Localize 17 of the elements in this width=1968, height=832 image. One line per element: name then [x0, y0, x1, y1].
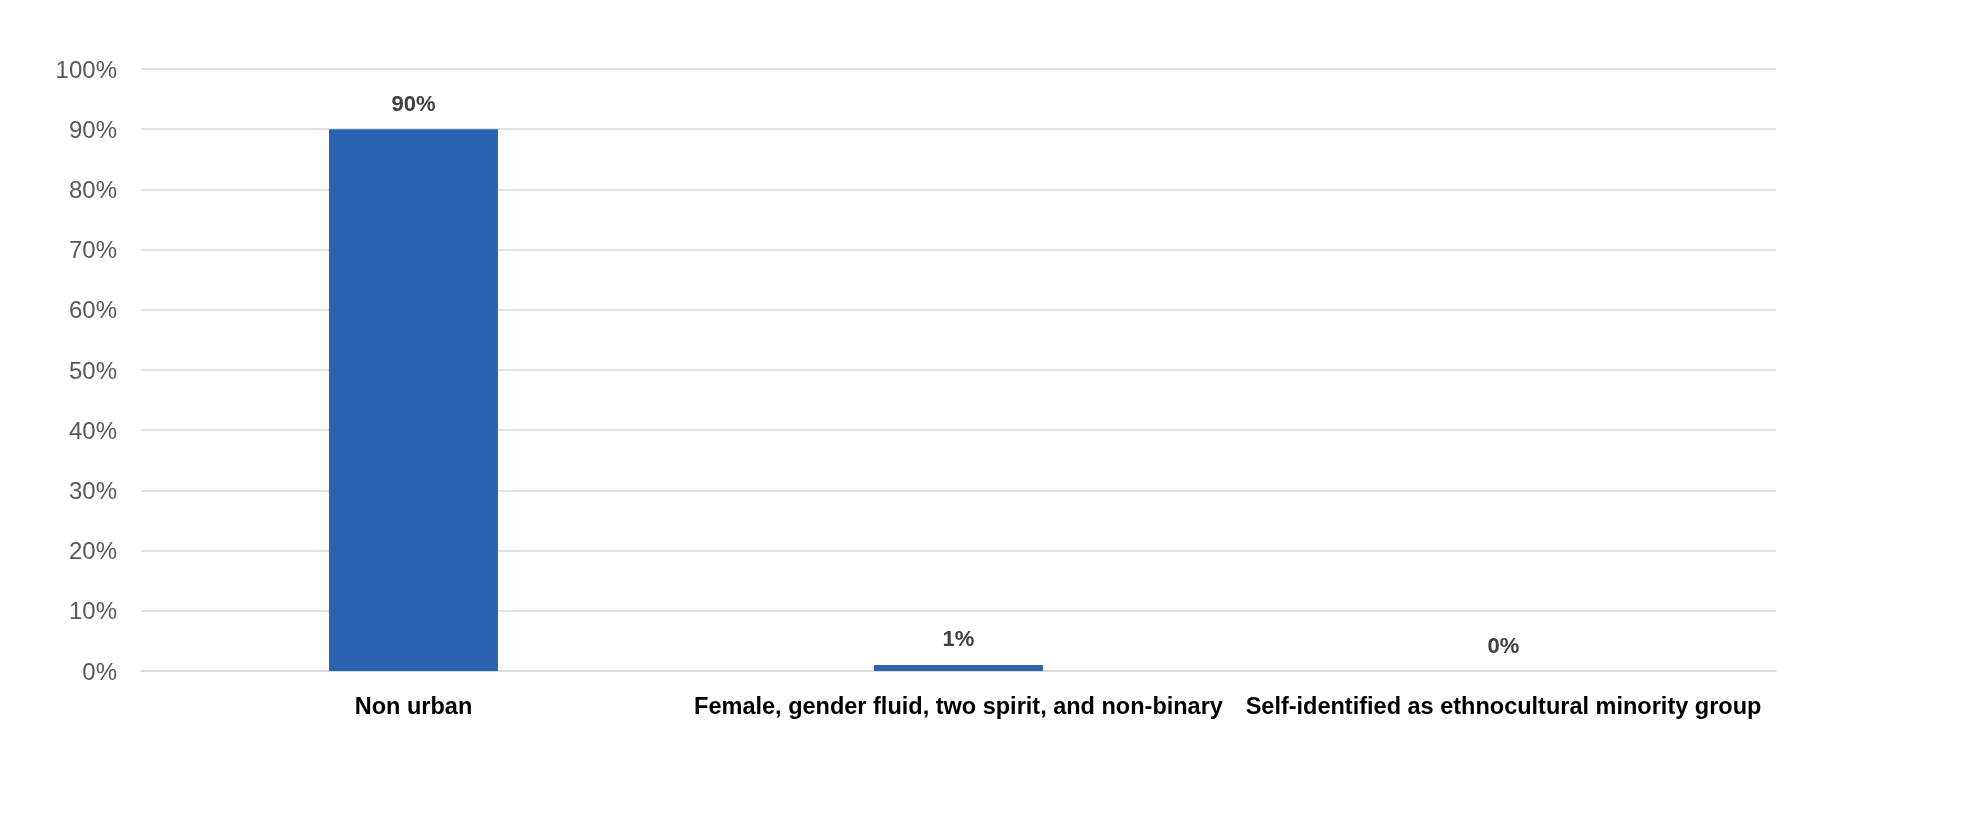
y-tick-label: 90% [68, 115, 117, 143]
x-tick-label: Self-identified as ethnocultural minority group [1245, 693, 1762, 719]
y-tick-label: 70% [68, 236, 117, 264]
y-tick-label: 80% [68, 175, 117, 203]
data-label: 90% [391, 90, 436, 116]
y-tick-label: 10% [68, 597, 117, 625]
x-tick-label: Non urban [354, 693, 473, 719]
y-tick-label: 40% [68, 416, 117, 444]
y-tick-label: 0% [82, 657, 117, 685]
y-tick-label: 20% [68, 537, 117, 565]
y-tick-label: 30% [68, 476, 117, 504]
data-label: 0% [1487, 632, 1520, 658]
y-tick-label: 60% [68, 296, 117, 324]
data-label: 1% [942, 626, 975, 652]
y-tick-label: 100% [55, 55, 117, 83]
y-tick-label: 50% [68, 356, 117, 384]
x-tick-label: Female, gender fluid, two spirit, and non-binary [694, 693, 1223, 719]
